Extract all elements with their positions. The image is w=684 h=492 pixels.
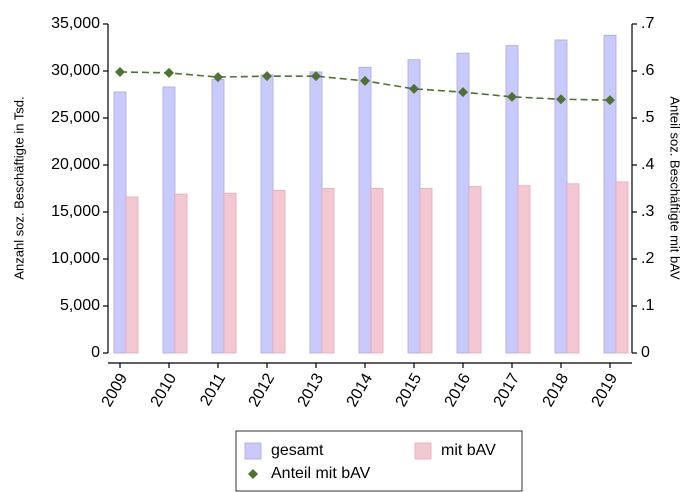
bar — [113, 91, 127, 354]
y-axis-title: Anzahl soz. Beschäftigte in Tsd. — [11, 96, 26, 279]
y2-tick-label: .4 — [641, 156, 654, 173]
y2-tick-label: .7 — [641, 15, 654, 32]
bar — [468, 186, 482, 354]
marker — [262, 71, 272, 82]
bar — [615, 181, 629, 354]
bar — [554, 39, 568, 354]
bar — [517, 185, 531, 354]
y-tick-label: 20,000 — [51, 156, 100, 173]
bar — [260, 74, 274, 354]
bar — [272, 189, 286, 354]
marker — [409, 83, 419, 94]
y-tick-label: 5,000 — [60, 297, 100, 314]
y2-tick-label: .2 — [641, 250, 654, 267]
bar — [407, 59, 421, 354]
y-tick-label: 35,000 — [51, 15, 100, 32]
y2-tick-label: .1 — [641, 297, 654, 314]
legend-label: Anteil mit bAV — [271, 465, 371, 482]
y-tick-label: 10,000 — [51, 250, 100, 267]
bar — [456, 52, 470, 354]
bar — [419, 188, 433, 354]
marker — [213, 72, 223, 83]
legend-swatch — [248, 469, 258, 479]
y-tick-label: 30,000 — [51, 62, 100, 79]
bar — [174, 193, 188, 354]
bar — [309, 71, 323, 354]
bar — [162, 86, 176, 354]
y-tick-label: 15,000 — [51, 203, 100, 220]
legend-label: mit bAV — [441, 442, 496, 459]
bar — [566, 183, 580, 354]
legend-swatch — [244, 442, 262, 460]
y2-axis-title: Anteil soz. Beschäftigte mit bAV — [668, 96, 683, 280]
y2-tick-label: .5 — [641, 109, 654, 126]
marker — [458, 87, 468, 98]
y-tick-label: 0 — [91, 344, 100, 361]
marker — [556, 94, 566, 105]
marker — [115, 66, 125, 77]
legend-box — [235, 430, 523, 492]
bar — [223, 192, 237, 354]
marker — [507, 91, 517, 102]
y2-tick-label: .3 — [641, 203, 654, 220]
bar — [321, 188, 335, 354]
y2-tick-label: .6 — [641, 62, 654, 79]
marker — [164, 67, 174, 78]
bar — [505, 45, 519, 354]
legend-swatch — [414, 442, 432, 460]
marker — [605, 95, 615, 106]
marker — [311, 71, 321, 82]
y-tick-label: 25,000 — [51, 109, 100, 126]
bar — [211, 79, 225, 354]
bar — [370, 188, 384, 354]
legend-label: gesamt — [271, 442, 324, 459]
marker — [360, 75, 370, 86]
bar — [358, 66, 372, 354]
bar — [125, 196, 139, 354]
bar — [603, 34, 617, 354]
y2-tick-label: 0 — [641, 344, 650, 361]
